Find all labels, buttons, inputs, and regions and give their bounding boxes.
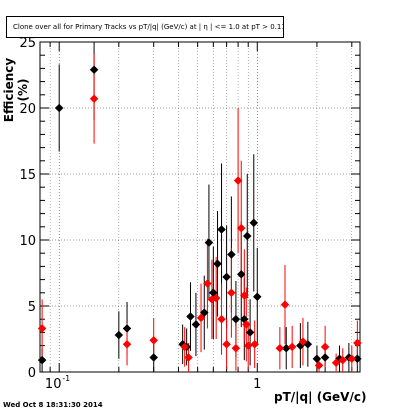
data-point: [89, 65, 99, 75]
data-point: [37, 355, 47, 365]
data-point: [231, 314, 241, 324]
data-point: [320, 342, 330, 352]
timestamp-footer: Wed Oct 8 18:31:30 2014: [3, 401, 103, 409]
data-point: [250, 339, 260, 349]
data-point: [37, 324, 47, 333]
data-point: [203, 279, 212, 288]
data-point: [199, 308, 209, 317]
data-point: [186, 312, 195, 321]
x-tick-label: 10: [45, 377, 62, 392]
data-point: [249, 218, 259, 228]
data-point: [191, 320, 201, 329]
y-tick-label: 25: [19, 36, 36, 51]
y-tick-label: 10: [19, 234, 36, 249]
data-point: [338, 355, 348, 365]
data-point: [114, 330, 124, 340]
data-point: [227, 250, 236, 259]
data-point: [242, 231, 252, 241]
y-tick-label: 0: [28, 366, 36, 381]
data-point: [231, 343, 241, 353]
data-point: [149, 335, 159, 345]
data-point: [184, 353, 193, 362]
data-point: [122, 339, 132, 349]
data-point: [233, 176, 243, 185]
x-axis-label: pT/|q| (GeV/c): [274, 390, 367, 404]
y-tick-label: 15: [19, 168, 36, 183]
data-point: [241, 320, 251, 329]
y-tick-label: 20: [19, 102, 36, 117]
data-point: [314, 361, 324, 370]
data-point: [245, 328, 255, 337]
data-point: [213, 259, 222, 269]
plot-frame: [39, 41, 361, 373]
x-tick-exponent: -1: [62, 374, 70, 383]
data-point: [347, 354, 357, 364]
data-point: [275, 343, 285, 353]
x-tick-label: 1: [253, 377, 261, 392]
data-point: [331, 358, 341, 368]
data-point: [211, 293, 221, 303]
chart-title: Clone over all for Primary Tracks vs pT/…: [6, 16, 284, 38]
data-point: [89, 94, 99, 104]
data-point: [280, 300, 290, 310]
y-axis-label: Efficiency (%): [2, 57, 30, 123]
data-point: [312, 354, 322, 364]
data-point: [217, 314, 226, 324]
data-point: [352, 338, 362, 348]
data-point: [320, 353, 330, 362]
data-point: [149, 353, 159, 362]
data-point: [222, 272, 231, 282]
data-point: [236, 269, 246, 279]
data-point: [227, 288, 236, 298]
data-point: [298, 337, 308, 346]
data-point: [239, 291, 249, 300]
data-point: [217, 225, 226, 234]
data-point: [252, 292, 262, 302]
data-point: [236, 223, 246, 233]
data-point: [222, 339, 231, 349]
data-point: [204, 238, 214, 247]
data-point: [122, 324, 132, 333]
data-point: [180, 342, 190, 352]
data-point: [196, 313, 206, 323]
data-point: [54, 103, 64, 113]
data-point: [287, 342, 297, 352]
y-tick-label: 5: [28, 300, 36, 315]
